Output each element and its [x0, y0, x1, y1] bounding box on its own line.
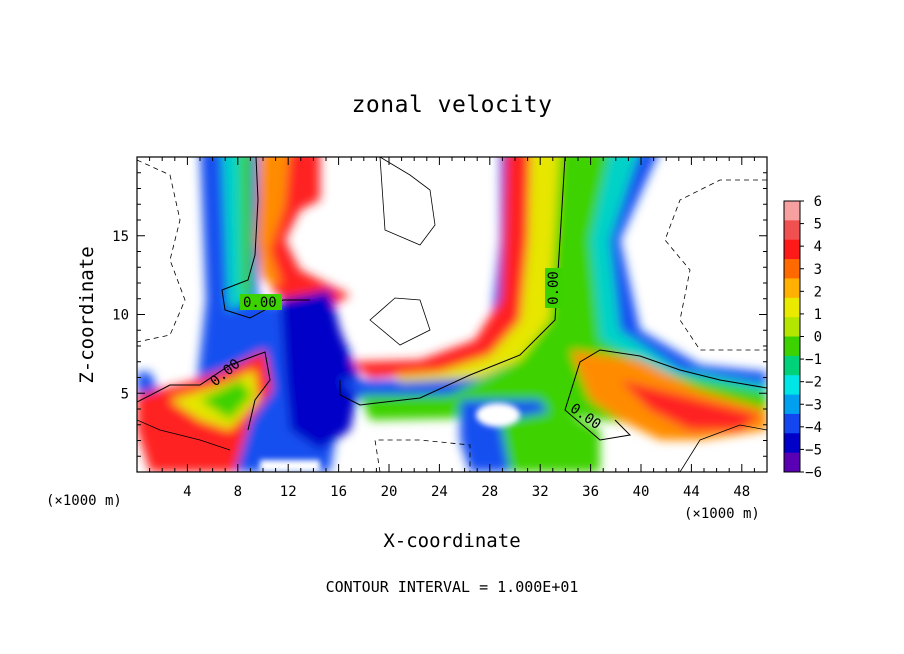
field-bottom-left-green: [200, 380, 252, 420]
contour-label-2: 0.00: [546, 271, 562, 305]
colorbar-label: 0: [814, 330, 822, 346]
x-tick-label: 16: [330, 484, 347, 500]
field-left-orange: [256, 157, 290, 285]
contour-dashed-right: [664, 179, 767, 351]
colorbar-label: 1: [814, 307, 822, 323]
colorbar-swatch: [784, 220, 800, 241]
y-tick-label: 5: [121, 386, 129, 402]
colorbar-swatch: [784, 297, 800, 318]
contour-top-loop: [379, 157, 436, 246]
contour-arch: [339, 157, 566, 406]
x-tick-label: 20: [381, 484, 398, 500]
field-mid-blue: [280, 290, 360, 450]
x-unit-label: (×1000 m): [684, 506, 760, 522]
contour-mid-loop: [369, 297, 431, 346]
x-tick-label: 36: [582, 484, 599, 500]
field-bottom-mid-green: [500, 410, 600, 472]
colorbar-label: −2: [805, 375, 822, 391]
x-tick-label: 8: [234, 484, 242, 500]
colorbar-swatch: [784, 278, 800, 299]
contour-label-1: 0.00: [243, 295, 277, 311]
contour-upper-mid: [137, 351, 271, 431]
colorbar-swatch: [784, 336, 800, 357]
colorbar-label: 6: [814, 194, 822, 210]
contour-dashed-bottom: [374, 439, 471, 472]
field-bottom-right-red: [620, 380, 760, 430]
x-axis-label: X-coordinate: [383, 530, 520, 552]
field-right-green: [360, 157, 767, 430]
x-tick-label: 4: [183, 484, 191, 500]
field-right-yellow: [395, 157, 560, 382]
colorbar-swatch: [784, 375, 800, 396]
field-right-red: [350, 157, 530, 378]
contour-bottom-right: [679, 424, 767, 472]
colorbar-swatch: [784, 201, 800, 221]
colorbar-swatch: [784, 433, 800, 454]
y-axis: 5 10 15: [112, 172, 767, 457]
colorbar-swatch: [784, 394, 800, 415]
x-tick-label: 40: [633, 484, 650, 500]
x-tick-label: 28: [481, 484, 498, 500]
x-tick-label: 24: [431, 484, 448, 500]
colorbar-swatch: [784, 452, 800, 473]
colorbar-label: −1: [805, 352, 822, 368]
contour-bottom-left: [137, 419, 231, 451]
colorbar-swatch: [784, 413, 800, 434]
field-left-green: [240, 157, 252, 300]
field-hole-bottom: [476, 403, 520, 427]
y-axis-label: Z-coordinate: [76, 246, 98, 383]
contour-interval-note: CONTOUR INTERVAL = 1.000E+01: [326, 578, 579, 596]
y-tick-label: 10: [112, 308, 129, 324]
contour-dashed-left: [137, 159, 186, 343]
x-tick-label: 32: [532, 484, 549, 500]
contour-label-group: 0.00 0.00 0.00 0.00: [207, 268, 604, 433]
colorbar-label: −4: [805, 420, 822, 436]
colorbar-label: 3: [814, 262, 822, 278]
colorbar-label: −5: [805, 442, 822, 458]
colorbar-swatch: [784, 239, 800, 260]
y-tick-label: 15: [112, 229, 129, 245]
field-hole-bottom-left: [260, 460, 320, 472]
colorbar-swatch: [784, 355, 800, 376]
velocity-field: [137, 157, 767, 472]
x-tick-label: 12: [280, 484, 297, 500]
contours: [137, 157, 767, 472]
colorbar: 6 5 4 3 2 1 0 −1 −2 −3 −4 −5 −6: [783, 194, 822, 481]
z-unit-label: (×1000 m): [46, 493, 122, 509]
chart-title: zonal velocity: [352, 92, 553, 118]
colorbar-swatch: [784, 317, 800, 337]
colorbar-label: 4: [814, 239, 822, 255]
colorbar-label: 5: [814, 217, 822, 233]
x-axis: 4 8 12 16 20 24 28 32 36 40 44 48: [149, 157, 755, 500]
x-tick-label: 48: [733, 484, 750, 500]
colorbar-label: −3: [805, 397, 822, 413]
colorbar-label: −6: [805, 465, 822, 481]
colorbar-label: 2: [814, 284, 822, 300]
contour-right: [564, 349, 767, 441]
colorbar-swatch: [784, 259, 800, 279]
x-tick-label: 44: [683, 484, 700, 500]
